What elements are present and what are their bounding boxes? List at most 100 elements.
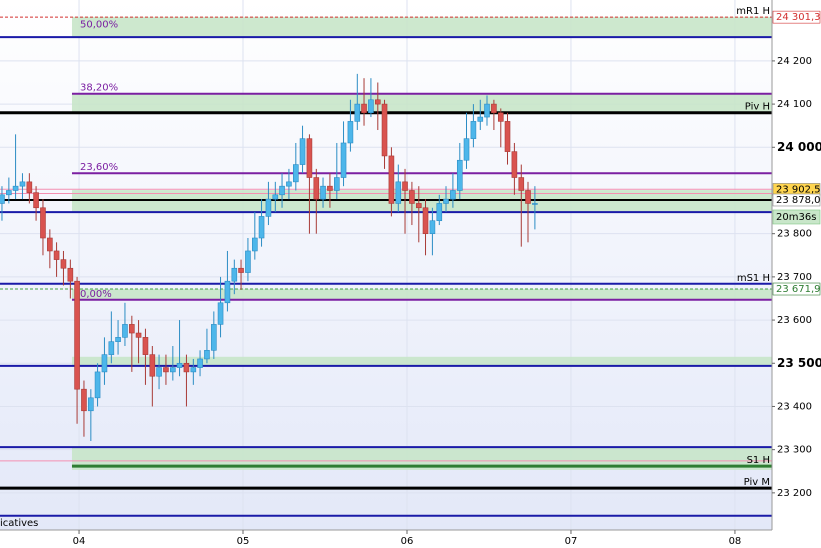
candle-body: [197, 358, 203, 368]
price-label-box: [772, 193, 821, 207]
candle-body: [33, 192, 39, 209]
candle-body: [429, 220, 436, 234]
candle-body: [388, 155, 395, 204]
x-tick-label: 08: [729, 536, 742, 547]
candle-body: [320, 185, 326, 200]
candle-body: [53, 250, 60, 260]
candle-body: [375, 99, 381, 105]
candle-body: [422, 207, 429, 234]
candle-body: [258, 216, 265, 239]
level-label: 0,00%: [80, 289, 112, 300]
level-label: 50,00%: [80, 20, 118, 31]
candle-body: [415, 203, 422, 209]
y-tick-label: 23 600: [777, 315, 812, 326]
candle-body: [176, 362, 183, 368]
candle-body: [129, 324, 135, 334]
candle-body: [47, 237, 53, 252]
plot-area: [0, 0, 772, 530]
candle-body: [525, 190, 531, 204]
candle-body: [361, 103, 367, 114]
candle-body: [74, 280, 80, 390]
fib-zone: [71, 356, 773, 366]
fib-zone: [71, 190, 773, 213]
candle-body: [183, 362, 190, 373]
candle-body: [272, 194, 279, 200]
candle-body: [334, 177, 340, 191]
y-tick-label: 23 800: [777, 229, 812, 240]
fib-zone: [71, 447, 773, 470]
y-tick-label: 24 100: [777, 99, 812, 110]
price-label-box: [772, 282, 821, 296]
y-tick-label: 23 500: [777, 356, 821, 370]
candle-body: [238, 267, 244, 273]
candle-body: [436, 203, 443, 222]
candle-body: [149, 354, 156, 377]
candle-body: [81, 388, 87, 412]
fib-zone: [71, 16, 773, 38]
candle-body: [286, 181, 292, 187]
candle-body: [142, 337, 149, 355]
timer-box: [772, 209, 821, 225]
price-label: 23 902,5: [776, 184, 821, 195]
candle-body: [40, 207, 46, 239]
footer-text: icatives: [0, 518, 38, 529]
candle-body: [327, 185, 333, 191]
candle-body: [409, 190, 415, 204]
y-tick-label: 24 000: [777, 140, 821, 154]
candle-body: [6, 190, 12, 196]
y-tick-label: 23 200: [777, 488, 812, 499]
candle-body: [0, 194, 5, 204]
level-label: 23,60%: [80, 162, 118, 173]
candle-body: [450, 190, 456, 200]
candle-body: [115, 337, 121, 342]
candle-body: [504, 121, 511, 152]
candle-body: [470, 121, 477, 139]
candle-body: [491, 103, 497, 114]
candle-body: [170, 367, 176, 373]
level-label: Piv M: [744, 477, 770, 488]
candle-body: [484, 103, 490, 118]
candle-body: [265, 198, 272, 217]
y-axis-area: [772, 0, 821, 548]
y-tick-label: 23 700: [777, 272, 812, 283]
candle-body: [463, 138, 470, 161]
candle-body: [443, 198, 449, 204]
candle-body: [231, 267, 238, 282]
candle-body: [347, 121, 354, 144]
fib-zone: [71, 93, 773, 113]
price-label: 23 878,0: [776, 195, 821, 206]
y-tick-label: 23 300: [777, 445, 812, 456]
candle-body: [12, 185, 19, 191]
candle-body: [497, 112, 504, 122]
candle-body: [245, 250, 251, 273]
candle-body: [60, 259, 67, 269]
candle-body: [456, 159, 463, 191]
candle-body: [340, 142, 347, 178]
candle-body: [122, 324, 128, 338]
candle-body: [511, 151, 518, 178]
level-label: 38,20%: [80, 83, 118, 94]
candle-body: [293, 164, 299, 183]
candle-body: [204, 350, 210, 360]
level-label: S1 H: [747, 455, 770, 466]
x-tick-label: 07: [565, 536, 578, 547]
candle-body: [252, 237, 258, 252]
y-tick-label: 23 400: [777, 401, 812, 412]
candle-body: [477, 116, 484, 122]
candle-body: [299, 138, 306, 165]
fib-zone: [71, 288, 773, 300]
candle-body: [518, 177, 525, 191]
candle-body: [532, 203, 538, 205]
price-label: 24 301,3: [776, 12, 821, 23]
candle-body: [313, 177, 320, 200]
candle-body: [88, 397, 94, 412]
level-label: mS1 H: [737, 273, 770, 284]
candle-body: [395, 181, 402, 204]
candle-body: [354, 103, 361, 122]
level-label: Piv H: [745, 102, 770, 113]
candle-body: [402, 181, 408, 191]
x-tick-label: 04: [73, 536, 86, 547]
price-label-box: [772, 10, 821, 24]
candle-body: [67, 267, 74, 282]
